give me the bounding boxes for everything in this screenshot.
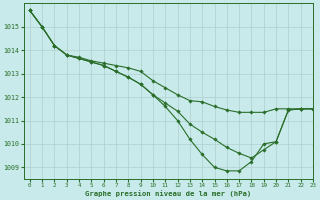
X-axis label: Graphe pression niveau de la mer (hPa): Graphe pression niveau de la mer (hPa)	[85, 190, 252, 197]
